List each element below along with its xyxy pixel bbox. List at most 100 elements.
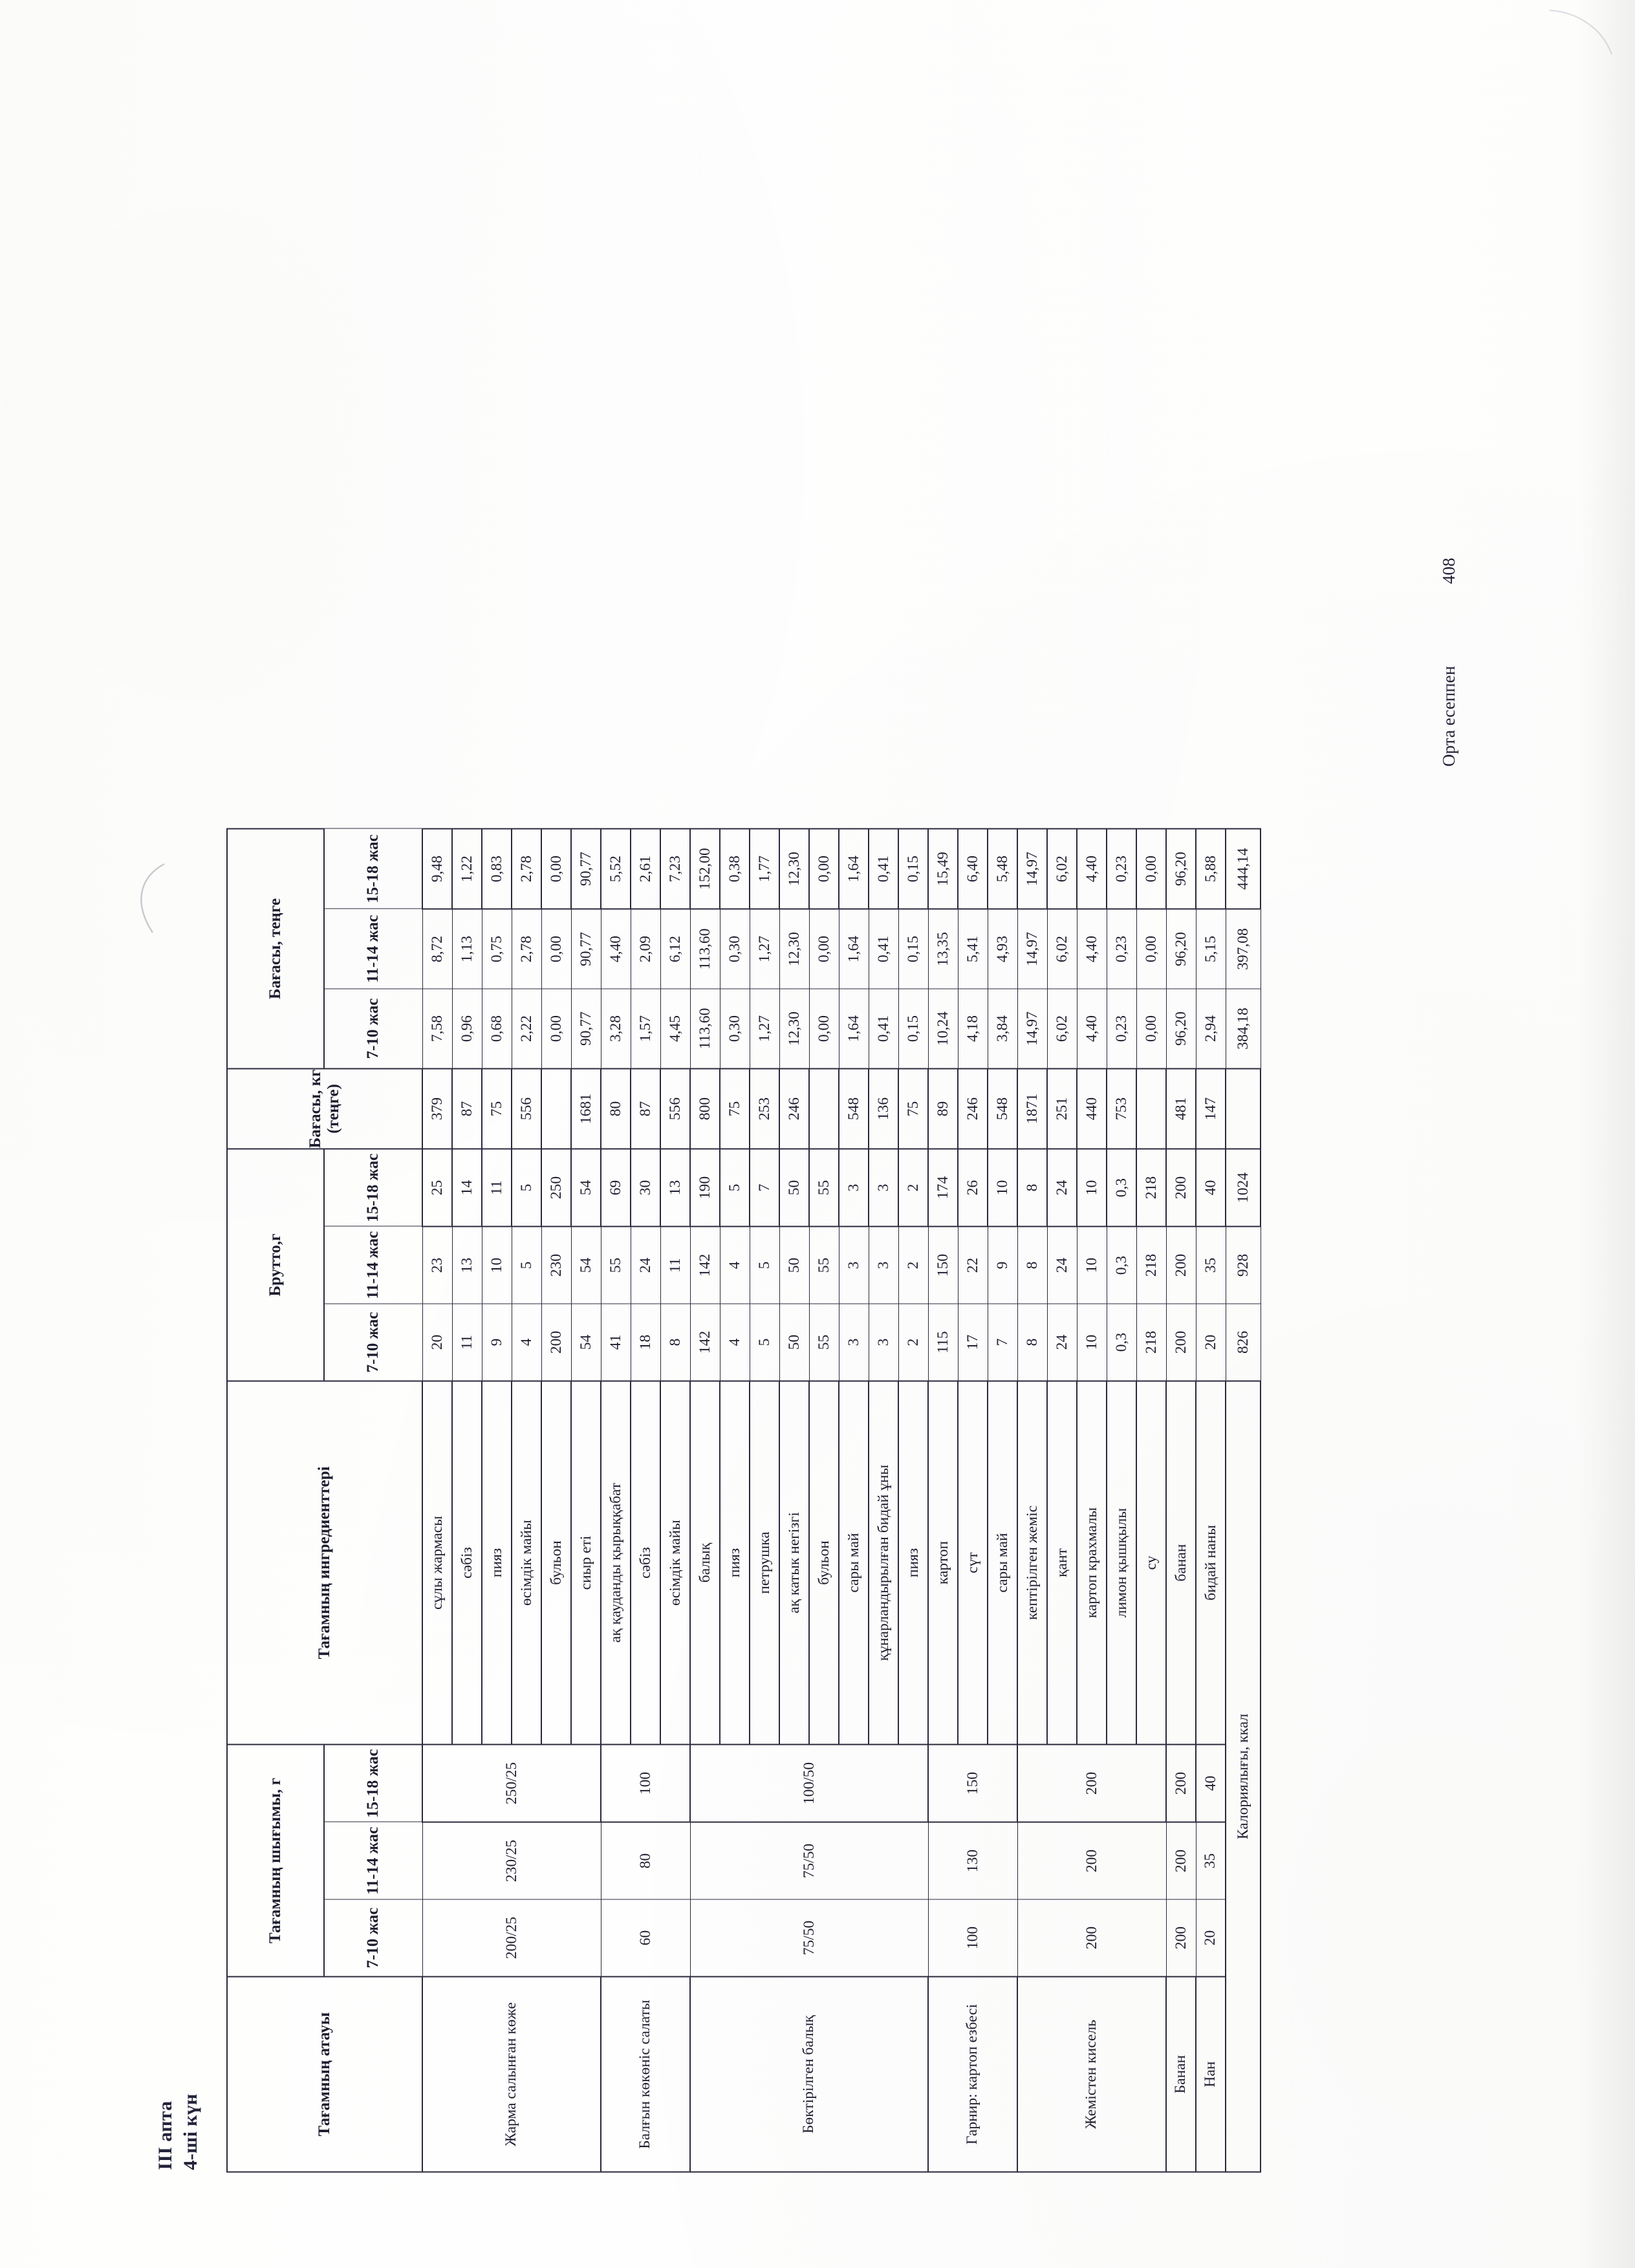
- col-header-yield-15-18: 15-18 жас: [324, 1744, 422, 1822]
- dish-yield-7-10: 200: [1166, 1899, 1196, 1976]
- price-per-kg: 80: [601, 1068, 631, 1149]
- price-11-14: 1,64: [839, 909, 869, 989]
- brutto-7-10: 200: [1166, 1303, 1196, 1381]
- col-header-price-7-10: 7-10 жас: [324, 988, 422, 1068]
- dish-yield-11-14: 200: [1166, 1822, 1196, 1899]
- price-15-18: 152,00: [690, 828, 720, 909]
- table-row: Жемістен кисель 200 200 200 кептірілген жемі…: [1017, 828, 1166, 2172]
- brutto-7-10: 18: [631, 1303, 660, 1381]
- price-7-10: 1,27: [750, 988, 779, 1068]
- price-7-10: 10,24: [928, 988, 958, 1068]
- brutto-7-10: 10: [1077, 1303, 1107, 1381]
- brutto-15-18: 218: [1136, 1149, 1166, 1226]
- total-brutto-7-10: 826: [1226, 1303, 1261, 1381]
- price-per-kg: 753: [1107, 1068, 1136, 1149]
- price-11-14: 90,77: [571, 909, 601, 989]
- price-15-18: 0,00: [541, 828, 571, 909]
- brutto-7-10: 7: [988, 1303, 1017, 1381]
- price-7-10: 0,68: [482, 988, 512, 1068]
- price-per-kg: 251: [1047, 1068, 1077, 1149]
- price-15-18: 7,23: [660, 828, 690, 909]
- brutto-7-10: 11: [452, 1303, 482, 1381]
- price-per-kg: [541, 1068, 571, 1149]
- brutto-7-10: 50: [779, 1303, 809, 1381]
- dish-yield-11-14: 200: [1017, 1822, 1166, 1899]
- table-row: Нан 20 35 40 бидай наны 20 35 40 147 2,94 5,15 5,88: [1196, 828, 1226, 2172]
- price-kg-line-2: (теңге): [325, 1083, 342, 1134]
- price-15-18: 0,15: [898, 828, 928, 909]
- brutto-11-14: 10: [482, 1226, 512, 1304]
- price-15-18: 12,30: [779, 828, 809, 909]
- price-11-14: 1,27: [750, 909, 779, 989]
- brutto-11-14: 9: [988, 1226, 1017, 1304]
- price-7-10: 96,20: [1166, 988, 1196, 1068]
- week-label: III апта: [155, 2101, 176, 2170]
- brutto-11-14: 3: [839, 1226, 869, 1304]
- brutto-15-18: 55: [809, 1149, 839, 1226]
- brutto-11-14: 2: [898, 1226, 928, 1304]
- price-per-kg: 440: [1077, 1068, 1107, 1149]
- dish-name-cell: Жемістен кисель: [1017, 1976, 1166, 2172]
- brutto-7-10: 2: [898, 1303, 928, 1381]
- dish-yield-7-10: 20: [1196, 1899, 1226, 1976]
- price-11-14: 96,20: [1166, 909, 1196, 989]
- average-note: Орта есеппен 408: [1439, 557, 1459, 766]
- price-7-10: 6,02: [1047, 988, 1077, 1068]
- dish-yield-15-18: 200: [1017, 1744, 1166, 1822]
- brutto-11-14: 11: [660, 1226, 690, 1304]
- total-brutto-11-14: 928: [1226, 1226, 1261, 1304]
- brutto-11-14: 10: [1077, 1226, 1107, 1304]
- price-11-14: 0,23: [1107, 909, 1136, 989]
- table-row: Балғын көкөніс салаты 60 80 100 ақ қауданды …: [601, 828, 690, 2172]
- total-price-15-18: 444,14: [1226, 828, 1261, 909]
- dish-name-cell: Нан: [1196, 1976, 1226, 2172]
- price-11-14: 4,40: [1077, 909, 1107, 989]
- price-per-kg: 75: [898, 1068, 928, 1149]
- brutto-7-10: 0,3: [1107, 1303, 1136, 1381]
- price-11-14: 13,35: [928, 909, 958, 989]
- brutto-15-18: 26: [958, 1149, 988, 1226]
- dish-yield-7-10: 60: [601, 1899, 690, 1976]
- brutto-15-18: 3: [869, 1149, 898, 1226]
- col-header-ingredients: Тағамның ингредиенттері: [227, 1381, 422, 1744]
- price-kg-line-1: Бағасы, кг: [307, 1069, 324, 1148]
- price-per-kg: 556: [512, 1068, 541, 1149]
- col-header-price-15-18: 15-18 жас: [324, 828, 422, 909]
- ingredient-name: бульон: [541, 1381, 571, 1744]
- dish-name-cell: Бөктірілген балық: [690, 1976, 928, 2172]
- ingredient-name: картоп: [928, 1381, 958, 1744]
- ingredient-name: өсімдік майы: [660, 1381, 690, 1744]
- brutto-15-18: 14: [452, 1149, 482, 1226]
- brutto-7-10: 17: [958, 1303, 988, 1381]
- price-11-14: 4,93: [988, 909, 1017, 989]
- brutto-15-18: 50: [779, 1149, 809, 1226]
- dish-yield-11-14: 230/25: [422, 1822, 601, 1899]
- brutto-7-10: 4: [720, 1303, 750, 1381]
- brutto-7-10: 218: [1136, 1303, 1166, 1381]
- ingredient-name: бульон: [809, 1381, 839, 1744]
- price-7-10: 12,30: [779, 988, 809, 1068]
- price-15-18: 0,41: [869, 828, 898, 909]
- price-7-10: 3,28: [601, 988, 631, 1068]
- price-15-18: 9,48: [422, 828, 452, 909]
- price-per-kg: 548: [988, 1068, 1017, 1149]
- col-header-price-per-kg: Бағасы, кг (теңге): [227, 1068, 422, 1149]
- price-15-18: 90,77: [571, 828, 601, 909]
- ingredient-name: кептірілген жеміс: [1017, 1381, 1047, 1744]
- table-row: Жарма салынған көже 200/25 230/25 250/25 сұл…: [422, 828, 601, 2172]
- price-per-kg: [809, 1068, 839, 1149]
- price-11-14: 0,00: [1136, 909, 1166, 989]
- brutto-15-18: 30: [631, 1149, 660, 1226]
- brutto-7-10: 55: [809, 1303, 839, 1381]
- price-7-10: 0,00: [809, 988, 839, 1068]
- ingredient-name: сұлы жармасы: [422, 1381, 452, 1744]
- brutto-15-18: 174: [928, 1149, 958, 1226]
- brutto-15-18: 250: [541, 1149, 571, 1226]
- ingredient-name: сүт: [958, 1381, 988, 1744]
- brutto-7-10: 8: [660, 1303, 690, 1381]
- dish-yield-15-18: 40: [1196, 1744, 1226, 1822]
- brutto-15-18: 10: [988, 1149, 1017, 1226]
- price-7-10: 2,94: [1196, 988, 1226, 1068]
- price-11-14: 113,60: [690, 909, 720, 989]
